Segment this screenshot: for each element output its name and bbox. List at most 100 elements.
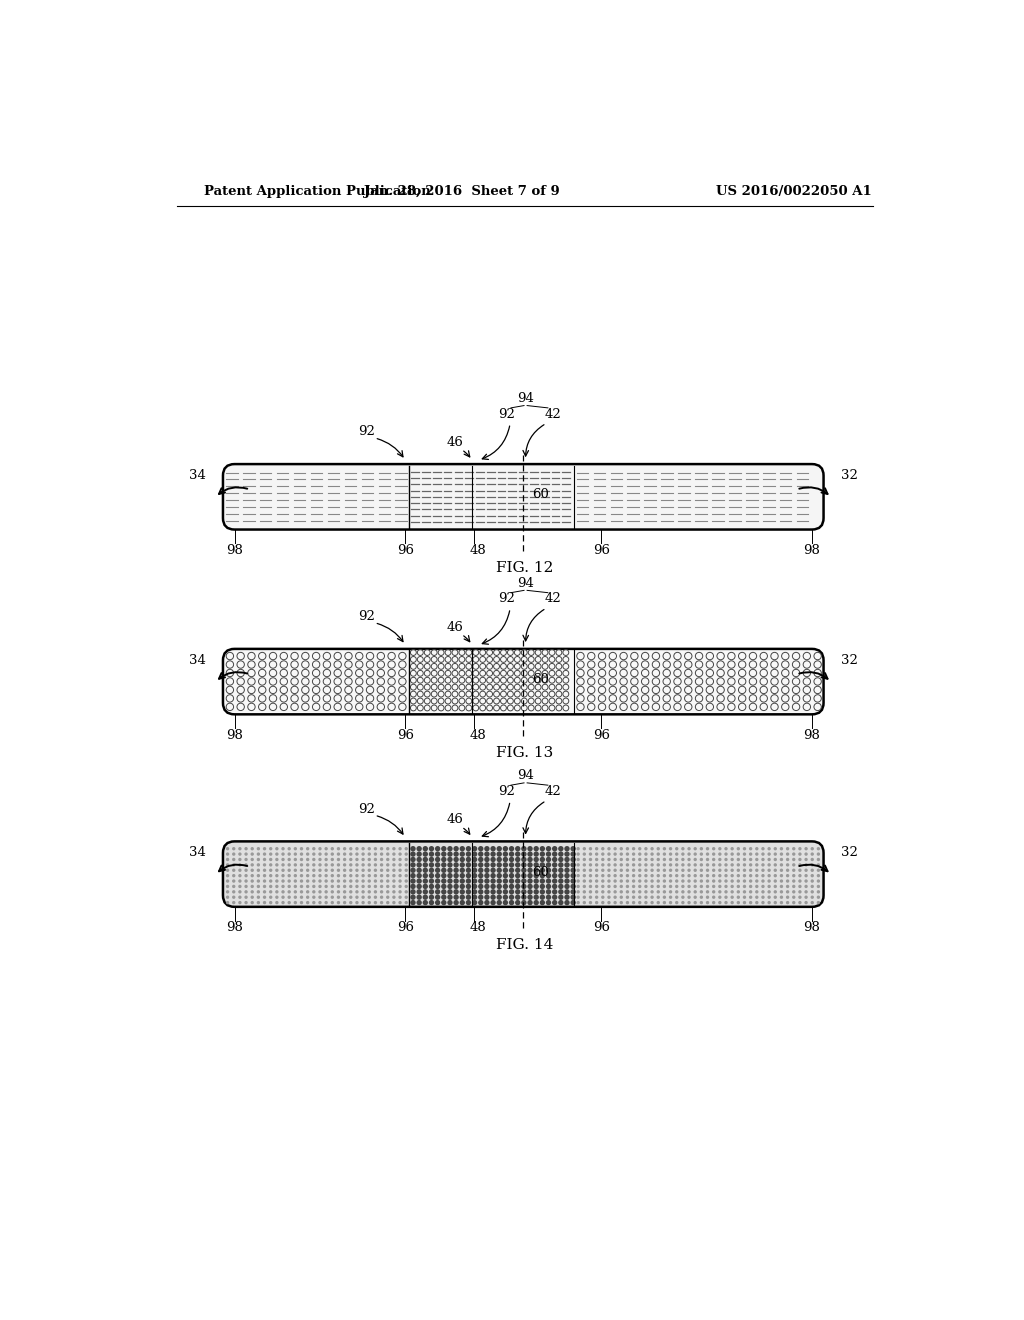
Circle shape: [736, 869, 740, 873]
Circle shape: [706, 863, 710, 866]
Circle shape: [793, 902, 796, 904]
FancyBboxPatch shape: [223, 465, 823, 529]
Circle shape: [712, 863, 716, 866]
Circle shape: [546, 884, 551, 890]
Circle shape: [521, 857, 526, 862]
Circle shape: [724, 847, 728, 850]
Circle shape: [478, 846, 483, 851]
Circle shape: [577, 902, 580, 904]
Circle shape: [761, 884, 765, 888]
Circle shape: [718, 853, 722, 855]
Circle shape: [601, 853, 604, 855]
Circle shape: [805, 890, 808, 894]
Circle shape: [601, 863, 604, 866]
Circle shape: [484, 873, 489, 878]
Circle shape: [626, 847, 629, 850]
Circle shape: [724, 884, 728, 888]
Circle shape: [447, 867, 453, 873]
Circle shape: [570, 900, 575, 906]
Circle shape: [742, 890, 746, 894]
Circle shape: [417, 846, 422, 851]
Circle shape: [325, 890, 328, 894]
Circle shape: [275, 847, 279, 850]
Circle shape: [601, 884, 604, 888]
Circle shape: [349, 879, 352, 883]
Circle shape: [386, 853, 389, 855]
Circle shape: [337, 874, 340, 878]
Circle shape: [632, 879, 635, 883]
Circle shape: [441, 867, 446, 873]
Circle shape: [484, 867, 489, 873]
Circle shape: [331, 890, 334, 894]
Circle shape: [374, 884, 377, 888]
Circle shape: [269, 863, 272, 866]
Circle shape: [282, 858, 285, 861]
Circle shape: [331, 853, 334, 855]
Circle shape: [805, 884, 808, 888]
Circle shape: [607, 847, 610, 850]
Circle shape: [773, 853, 777, 855]
Circle shape: [386, 895, 389, 899]
Circle shape: [749, 853, 753, 855]
Circle shape: [275, 895, 279, 899]
Circle shape: [423, 884, 428, 890]
Circle shape: [429, 890, 434, 895]
Circle shape: [355, 890, 358, 894]
Text: FIG. 14: FIG. 14: [496, 939, 554, 952]
Circle shape: [564, 884, 569, 890]
Circle shape: [417, 851, 422, 857]
Circle shape: [638, 847, 641, 850]
Circle shape: [392, 902, 395, 904]
Circle shape: [349, 869, 352, 873]
Circle shape: [712, 853, 716, 855]
Circle shape: [589, 869, 592, 873]
Circle shape: [257, 890, 260, 894]
Circle shape: [245, 884, 248, 888]
Circle shape: [799, 847, 802, 850]
Circle shape: [232, 879, 236, 883]
Circle shape: [509, 890, 514, 895]
Circle shape: [712, 884, 716, 888]
Circle shape: [546, 873, 551, 878]
Circle shape: [282, 847, 285, 850]
Circle shape: [577, 853, 580, 855]
Circle shape: [607, 895, 610, 899]
Circle shape: [681, 902, 685, 904]
Circle shape: [355, 847, 358, 850]
Circle shape: [411, 890, 416, 895]
Text: 34: 34: [189, 653, 206, 667]
Circle shape: [805, 858, 808, 861]
Circle shape: [361, 884, 365, 888]
Circle shape: [577, 874, 580, 878]
Circle shape: [570, 890, 575, 895]
Circle shape: [730, 858, 734, 861]
Circle shape: [392, 895, 395, 899]
Circle shape: [392, 890, 395, 894]
Circle shape: [288, 853, 291, 855]
Circle shape: [626, 879, 629, 883]
Circle shape: [620, 858, 623, 861]
Circle shape: [226, 884, 229, 888]
Circle shape: [368, 884, 371, 888]
Circle shape: [564, 900, 569, 906]
Circle shape: [380, 895, 383, 899]
Circle shape: [497, 884, 502, 890]
Circle shape: [318, 863, 322, 866]
Circle shape: [718, 895, 722, 899]
Circle shape: [417, 878, 422, 884]
Circle shape: [331, 902, 334, 904]
Circle shape: [331, 869, 334, 873]
Circle shape: [663, 847, 666, 850]
Circle shape: [527, 900, 532, 906]
Circle shape: [718, 879, 722, 883]
Circle shape: [749, 858, 753, 861]
Circle shape: [540, 867, 545, 873]
Circle shape: [583, 869, 586, 873]
Circle shape: [779, 879, 783, 883]
Circle shape: [552, 846, 557, 851]
Circle shape: [687, 847, 691, 850]
Circle shape: [521, 851, 526, 857]
Circle shape: [595, 890, 598, 894]
Circle shape: [785, 879, 790, 883]
Circle shape: [490, 873, 496, 878]
